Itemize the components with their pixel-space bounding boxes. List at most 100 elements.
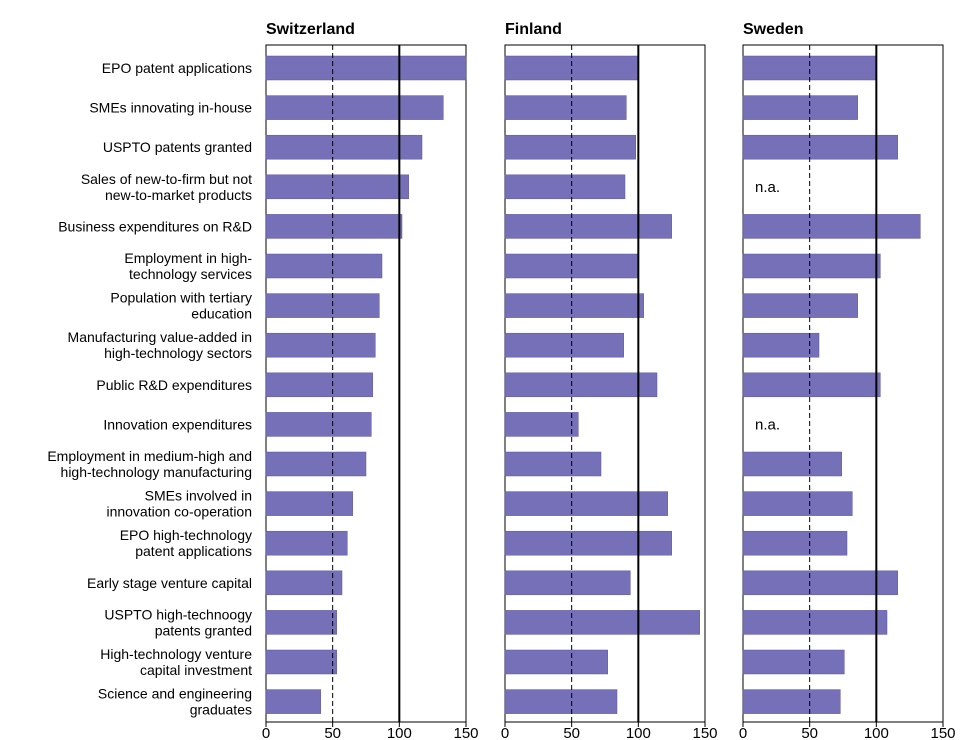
bar [265,649,337,675]
category-label-line: Manufacturing value-added in [68,329,252,345]
category-label-line: High-technology venture [100,646,252,662]
category-label: Science and engineering graduates [98,686,252,718]
category-label-line: Employment in medium-high and [47,448,252,464]
category-label-line: SMEs innovating in-house [89,100,252,116]
bar [504,95,627,120]
category-label: High-technology venture capital investmen… [100,646,252,678]
category-label-line: Science and engineering [98,686,252,702]
bar [742,530,848,556]
bar [742,372,881,398]
bar [265,372,373,398]
category-label: Population with tertiary education [110,290,252,322]
bar [265,570,343,596]
category-label-line: Innovation expenditures [103,416,252,432]
bar [504,451,602,477]
bar [265,451,367,477]
bar [742,253,881,279]
bar [265,134,423,160]
bar [504,214,672,239]
bar [265,491,353,516]
category-label: EPO patent applications [102,60,252,76]
na-label: n.a. [755,416,780,433]
bar [504,293,644,318]
panel-switzerland: Switzerland 0 50 100 150 [262,21,479,740]
category-label: Employment in high-technology services [124,250,252,282]
bar [265,95,444,120]
bar [265,214,403,239]
category-label-line: Employment in high- [124,250,252,266]
category-label: EPO high-technology patent applications [120,527,252,559]
category-label-line: high-technology sectors [104,345,252,361]
panel-title: Finland [505,21,562,38]
bar [742,689,841,714]
category-label-line: USPTO patents granted [103,139,252,155]
category-label: USPTO high-technoogy patents granted [104,606,252,638]
category-label: Public R&D expenditures [96,377,252,393]
bar [742,55,877,81]
bar [742,491,853,516]
x-tick-label: 100 [864,725,889,740]
bar [504,134,636,160]
x-tick-label: 150 [930,725,955,740]
category-label-line: innovation co-operation [106,504,252,520]
bar [504,55,639,81]
bar [742,95,858,120]
category-label: USPTO patents granted [103,139,252,155]
category-label-line: USPTO high-technoogy [104,606,252,622]
panel-title: Switzerland [266,21,355,38]
x-tick-label: 50 [324,725,341,740]
panel-finland: Finland 0 50 100 150 [501,21,718,740]
x-tick-label: 0 [262,725,270,740]
category-label-line: patents granted [155,622,252,638]
x-tick-label: 150 [692,725,717,740]
category-label: Manufacturing value-added in high-technol… [68,329,252,361]
bar [742,293,858,318]
bar [504,689,618,714]
category-label-line: Population with tertiary [110,290,252,306]
bar [504,372,658,398]
category-label: Employment in medium-high and high-techno… [47,448,252,480]
panel-title: Sweden [743,21,803,38]
category-label-line: EPO high-technology [120,527,252,543]
bar [504,610,700,635]
x-tick-label: 100 [626,725,651,740]
category-label-line: technology services [129,266,252,282]
x-tick-label: 100 [387,725,412,740]
bar [742,134,898,160]
category-label-line: patent applications [135,543,252,559]
category-label: Sales of new-to-firm but not new-to-marke… [81,171,252,203]
category-label-line: new-to-market products [105,187,252,203]
category-label-line: EPO patent applications [102,60,252,76]
category-label-line: SMEs involved in [145,488,252,504]
bar [265,293,380,318]
category-label: SMEs innovating in-house [89,100,252,116]
bar [265,253,383,279]
bar [742,610,888,635]
bar [742,451,842,477]
x-tick-label: 0 [501,725,509,740]
category-label: Business expenditures on R&D [58,218,252,234]
bar [265,610,337,635]
bar [504,530,672,556]
category-label: Innovation expenditures [103,416,252,432]
category-label-line: capital investment [140,662,252,678]
bar [742,649,845,675]
bar [265,332,376,358]
bar [504,491,668,516]
category-label-line: Business expenditures on R&D [58,218,252,234]
bar [265,55,467,81]
x-tick-label: 50 [801,725,818,740]
x-tick-label: 0 [739,725,747,740]
bar [265,412,372,437]
category-label-line: Sales of new-to-firm but not [81,171,252,187]
category-label-line: Public R&D expenditures [96,377,252,393]
bar [504,570,631,596]
bar [265,530,348,556]
bar [504,332,624,358]
bar [742,570,898,596]
category-label-line: high-technology manufacturing [61,464,252,480]
bar [504,412,579,437]
bar [742,332,820,358]
